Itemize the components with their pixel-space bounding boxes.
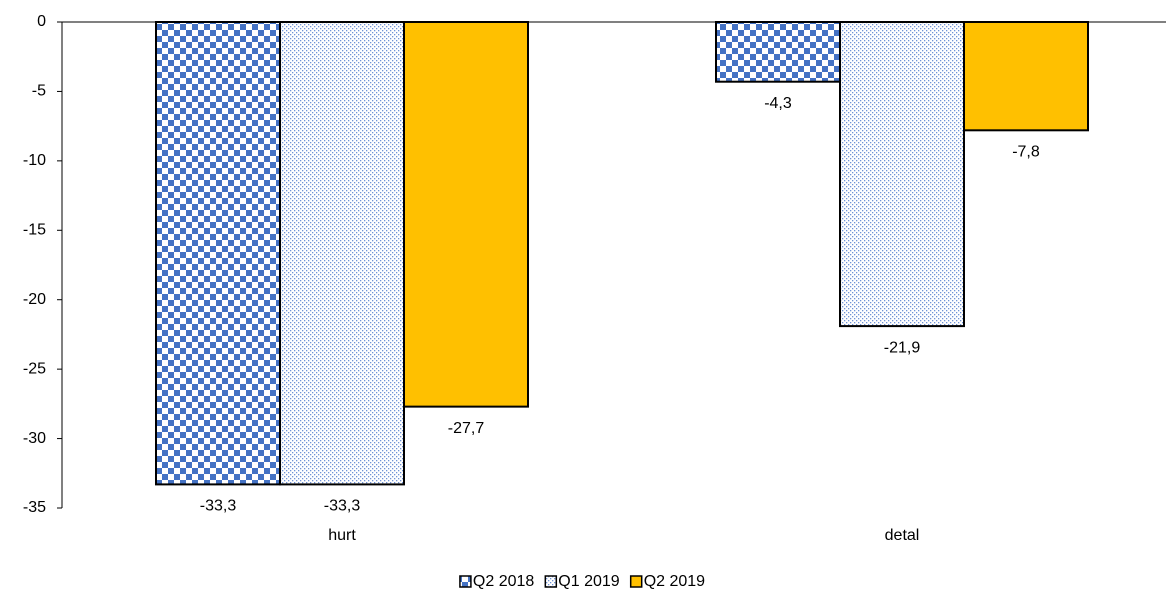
y-tick-label: -20	[23, 291, 46, 308]
y-tick-label: -10	[23, 152, 46, 169]
bar	[715, 21, 841, 83]
value-label: -33,3	[324, 498, 361, 515]
y-tick-label: -35	[23, 499, 46, 516]
bar	[963, 21, 1089, 132]
y-tick-label: -5	[32, 83, 46, 100]
legend-label: Q1 2019	[558, 573, 619, 590]
legend-swatch	[544, 575, 558, 588]
x-tick-label: hurt	[328, 527, 356, 544]
value-label: -21,9	[884, 339, 921, 356]
legend-swatch	[629, 575, 643, 588]
bar	[839, 21, 965, 328]
legend-swatch	[459, 575, 472, 588]
bar	[279, 21, 405, 486]
bar	[403, 21, 529, 408]
x-tick-label: detal	[885, 527, 920, 544]
y-tick-label: -15	[23, 222, 46, 239]
value-label: -27,7	[448, 420, 485, 437]
legend-label: Q2 2018	[473, 573, 534, 590]
y-tick-label: -25	[23, 360, 46, 377]
value-label: -4,3	[764, 95, 792, 112]
value-label: -7,8	[1012, 144, 1040, 161]
y-tick-label: -30	[23, 430, 46, 447]
bar	[155, 21, 281, 486]
y-tick-label: 0	[37, 13, 46, 30]
legend-label: Q2 2019	[644, 573, 705, 590]
value-label: -33,3	[200, 498, 237, 515]
